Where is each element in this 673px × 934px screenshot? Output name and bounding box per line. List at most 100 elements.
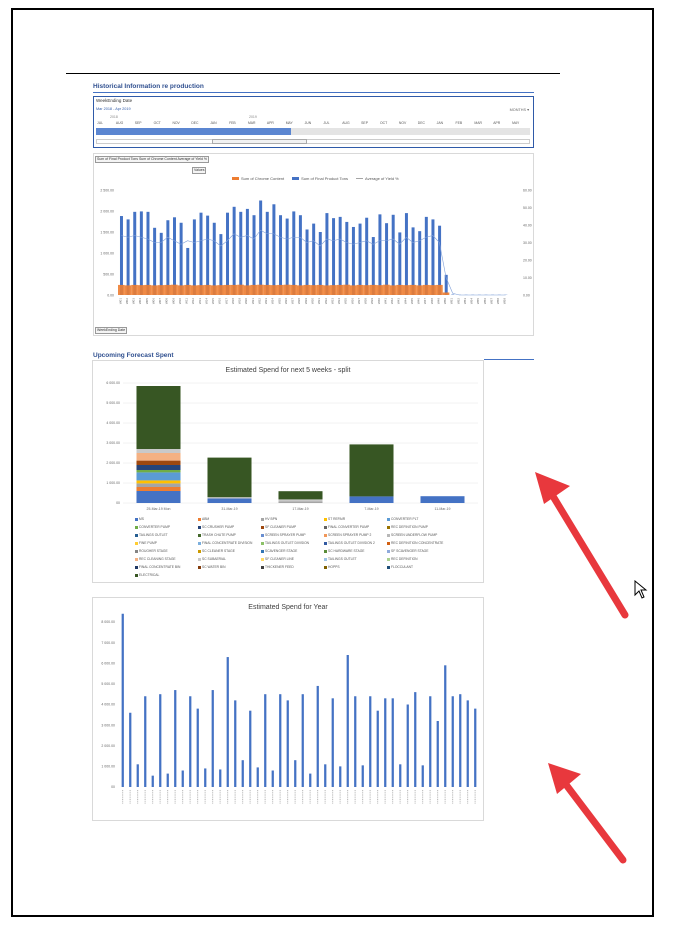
slicer-month-label[interactable]: OCT bbox=[153, 121, 161, 125]
year-bar bbox=[376, 710, 379, 787]
x-tick-label: W52 bbox=[456, 298, 460, 305]
tons-bar bbox=[153, 227, 157, 295]
stack-segment bbox=[207, 457, 252, 498]
y-tick-label: 1 000.00 bbox=[101, 765, 115, 769]
slicer-month-label[interactable]: MAY bbox=[512, 121, 520, 125]
slicer-month-label[interactable]: NOV bbox=[172, 121, 180, 125]
x-tick-label: W09 bbox=[171, 298, 175, 305]
legend-swatch bbox=[135, 533, 138, 537]
slicer-month-label[interactable]: NOV bbox=[398, 121, 407, 125]
tons-bar bbox=[279, 215, 283, 295]
stack-segment bbox=[136, 483, 181, 487]
five-week-spend-chart[interactable]: Estimated Spend for next 5 weeks - split… bbox=[92, 360, 484, 583]
chrome-bar bbox=[296, 285, 304, 295]
chrome-bar bbox=[204, 284, 211, 295]
slicer-month-label[interactable]: MAR bbox=[474, 121, 482, 125]
y2-tick-label: 30.00 bbox=[523, 241, 532, 245]
chart-title: Estimated Spend for next 5 weeks - split bbox=[225, 367, 351, 374]
legend-item: TAILINGS OUTLET DIVISION bbox=[261, 541, 309, 545]
pivot-values-button[interactable]: Values bbox=[192, 167, 207, 174]
x-tick-label: W56 bbox=[483, 298, 487, 305]
slicer-month-label[interactable]: JUL bbox=[97, 121, 104, 125]
slicer-month-label[interactable]: FEB bbox=[455, 121, 463, 125]
chrome-bar bbox=[389, 285, 397, 295]
slicer-month-label[interactable]: MAR bbox=[247, 121, 256, 125]
slicer-month-label[interactable]: DEC bbox=[417, 121, 425, 125]
x-tick-label: W08 bbox=[165, 298, 169, 305]
chrome-bar bbox=[429, 285, 437, 295]
year-chart-plot: 8 000.00 7 000.00 6 000.00 5 000.00 4 000.00… bbox=[101, 613, 477, 804]
legend-label: SF SCAVENGER STAGE bbox=[391, 549, 429, 553]
year-bar bbox=[219, 769, 222, 787]
legend-swatch bbox=[261, 517, 264, 521]
slicer-month-label[interactable]: JUN bbox=[304, 121, 312, 125]
year-bar bbox=[294, 760, 297, 787]
x-tick-label: W32 bbox=[324, 298, 328, 305]
production-pivot-chart[interactable]: Sum of Final Product Tons Sum of Chrome … bbox=[93, 153, 534, 336]
slicer-level-dropdown[interactable]: MONTHS ▾ bbox=[510, 107, 529, 112]
legend-item: SC WATER BIN bbox=[198, 565, 225, 569]
x-tick-label: W28 bbox=[297, 298, 301, 305]
slicer-month-label[interactable]: AUG bbox=[115, 121, 124, 125]
legend-item: TAILINGS OUTLET bbox=[135, 533, 168, 537]
year-bar bbox=[339, 766, 342, 787]
x-tick-label: W20 bbox=[244, 298, 248, 305]
slicer-selected-range[interactable] bbox=[96, 128, 292, 135]
chrome-bar bbox=[436, 284, 443, 295]
legend-label: ST REPAIR bbox=[328, 517, 346, 521]
x-tick-label: W22 bbox=[257, 298, 261, 305]
legend-item: TAILINGS OUTLET bbox=[324, 557, 357, 561]
chrome-bar bbox=[184, 284, 191, 295]
legend-item: HV BPN bbox=[261, 517, 277, 521]
tons-bar bbox=[418, 231, 422, 295]
slicer-month-label[interactable]: MAY bbox=[285, 121, 293, 125]
y-tick-label: 7 000.00 bbox=[101, 641, 115, 645]
slicer-track[interactable] bbox=[96, 128, 530, 135]
x-tick-label: W48 bbox=[430, 298, 434, 305]
stack-segment bbox=[136, 470, 181, 473]
tons-bar bbox=[332, 218, 336, 295]
slicer-scroll-thumb[interactable] bbox=[212, 139, 307, 144]
legend-label: MS bbox=[139, 517, 144, 521]
slicer-month-label[interactable]: SEP bbox=[361, 121, 368, 125]
year-bar bbox=[316, 685, 319, 787]
tons-bar bbox=[192, 219, 196, 295]
y2-tick-label: 50.00 bbox=[523, 206, 532, 210]
x-tick-label: W10 bbox=[178, 298, 182, 305]
slicer-month-label[interactable]: JAN bbox=[436, 121, 444, 125]
legend-label: CONVERTER PLT bbox=[391, 517, 419, 521]
legend-swatch bbox=[261, 541, 264, 545]
x-tick-label: W16 bbox=[218, 298, 222, 305]
x-tick-label: W38 bbox=[364, 298, 368, 305]
legend-item: REC DEFINITION CONCENTRATE bbox=[387, 541, 443, 545]
x-tick-label: W49 bbox=[436, 298, 440, 305]
year-bar bbox=[361, 765, 364, 787]
year-bar bbox=[466, 700, 469, 787]
year-bar bbox=[166, 773, 169, 787]
slicer-month-label[interactable]: JAN bbox=[210, 121, 217, 125]
legend-swatch bbox=[387, 557, 390, 561]
slicer-month-label[interactable]: OCT bbox=[380, 121, 388, 125]
slicer-month-label[interactable]: APR bbox=[493, 121, 501, 125]
slicer-month-label[interactable]: AUG bbox=[342, 121, 350, 125]
y-tick-label: 00 bbox=[111, 785, 115, 789]
slicer-month-label[interactable]: DEC bbox=[191, 121, 199, 125]
legend-swatch bbox=[135, 525, 138, 529]
chart-title: Estimated Spend for Year bbox=[248, 604, 328, 611]
stack-segment bbox=[136, 386, 181, 449]
pivot-values-field-button[interactable]: Sum of Final Product Tons Sum of Chrome … bbox=[95, 156, 209, 163]
slicer-month-label[interactable]: SEP bbox=[134, 121, 142, 125]
legend-item: FINAL CONCENTRATE BIN bbox=[135, 565, 180, 569]
slicer-scrollbar[interactable] bbox=[96, 139, 530, 144]
timeline-slicer[interactable]: WeekEnding Date Mar 2018 - Apr 2019 MONT… bbox=[93, 96, 534, 148]
chrome-bar bbox=[151, 285, 158, 295]
chrome-bar bbox=[197, 285, 205, 295]
stack-segment bbox=[349, 496, 394, 503]
slicer-month-label[interactable]: FEB bbox=[229, 121, 236, 125]
legend-label: REC DEFINITION PUMP bbox=[391, 525, 428, 529]
legend-swatch bbox=[324, 549, 327, 553]
year-spend-chart[interactable]: Estimated Spend for Year 8 000.00 7 000.0… bbox=[92, 597, 484, 821]
pivot-axis-field-button[interactable]: WeekEnding Date bbox=[95, 327, 128, 334]
slicer-month-label[interactable]: APR bbox=[266, 121, 274, 125]
slicer-month-label[interactable]: JUL bbox=[323, 121, 330, 125]
